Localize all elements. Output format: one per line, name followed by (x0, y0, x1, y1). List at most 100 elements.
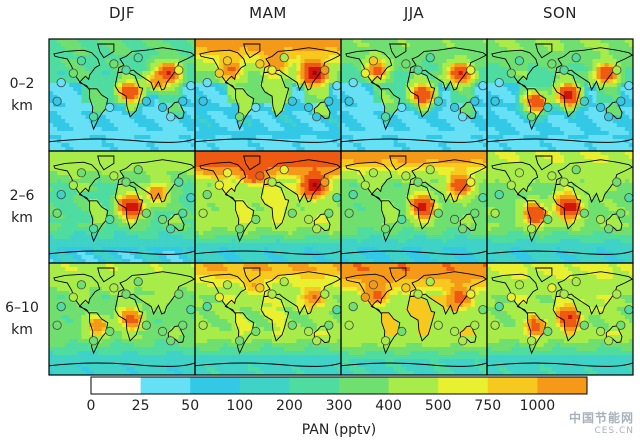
map-cell (446, 75, 451, 80)
map-cell (515, 139, 520, 144)
map-cell (77, 111, 82, 116)
map-cell (539, 107, 545, 112)
map-cell (284, 43, 289, 48)
map-cell (186, 187, 192, 192)
map-cell (259, 55, 265, 60)
map-cell (414, 107, 419, 112)
map-cell (81, 71, 86, 76)
map-cell (259, 95, 265, 100)
map-cell (81, 159, 86, 164)
map-cell (49, 211, 54, 216)
map-cell (97, 235, 103, 240)
map-cell (190, 251, 196, 256)
map-cell (539, 111, 545, 116)
map-cell (373, 63, 378, 68)
map-cell (85, 51, 90, 56)
map-cell (531, 43, 537, 48)
map-cell (239, 51, 245, 56)
map-cell (162, 83, 168, 88)
map-cell (65, 203, 70, 208)
map-cell (53, 87, 58, 92)
map-cell (166, 123, 172, 128)
map-cell (263, 103, 269, 108)
map-cell (97, 123, 103, 128)
map-cell (158, 191, 163, 196)
map-cell (345, 67, 350, 72)
map-cell (263, 43, 269, 48)
season-label-mam: MAM (249, 4, 287, 22)
map-cell (572, 127, 577, 132)
map-cell (434, 115, 439, 120)
map-cell (57, 219, 62, 224)
map-cell (531, 99, 537, 104)
map-cell (138, 151, 143, 156)
map-cell (409, 67, 415, 72)
map-cell (178, 243, 184, 248)
map-cell (499, 91, 504, 96)
map-cell (223, 51, 228, 56)
map-cell (178, 39, 184, 44)
map-cell (519, 111, 524, 116)
map-cell (142, 59, 147, 64)
map-cell (353, 55, 358, 60)
map-cell (138, 47, 143, 52)
map-cell (219, 55, 224, 60)
map-cell (239, 103, 245, 108)
map-cell (199, 43, 204, 48)
map-cell (81, 47, 86, 52)
map-cell (442, 39, 447, 44)
map-cell (503, 39, 508, 44)
map-cell (369, 63, 374, 68)
map-cell (231, 95, 236, 100)
map-cell (195, 51, 200, 56)
map-cell (551, 87, 557, 92)
map-cell (166, 247, 172, 252)
map-cell (620, 59, 626, 64)
map-cell (243, 127, 249, 132)
map-cell (478, 39, 484, 44)
map-cell (474, 107, 480, 112)
map-cell (349, 115, 354, 120)
map-cell (65, 235, 70, 240)
map-cell (158, 211, 163, 216)
map-cell (328, 111, 334, 116)
map-cell (162, 75, 168, 80)
map-cell (312, 83, 318, 88)
map-cell (336, 143, 342, 148)
altitude-label-line: 0–2 (9, 76, 35, 92)
map-cell (142, 199, 147, 204)
altitude-label-line: km (11, 322, 33, 338)
map-cell (555, 55, 561, 60)
map-cell (81, 107, 86, 112)
map-cell (316, 79, 322, 84)
map-cell (580, 71, 585, 76)
map-cell (616, 43, 622, 48)
map-cell (219, 63, 224, 68)
map-cell (442, 59, 447, 64)
map-cell (85, 207, 90, 212)
map-cell (243, 111, 249, 116)
map-cell (89, 187, 95, 192)
map-cell (596, 59, 601, 64)
map-cell (186, 99, 192, 104)
map-cell (170, 79, 176, 84)
map-cell (117, 47, 123, 52)
map-cell (105, 75, 111, 80)
map-cell (61, 155, 66, 160)
map-cell (393, 115, 399, 120)
map-cell (369, 111, 374, 116)
map-cell (113, 251, 119, 256)
map-cell (126, 203, 131, 208)
map-cell (251, 63, 257, 68)
map-cell (174, 139, 180, 144)
map-cell (373, 119, 378, 124)
map-cell (292, 147, 297, 152)
map-cell (146, 227, 151, 232)
map-cell (69, 139, 74, 144)
map-cell (134, 79, 139, 84)
map-cell (401, 75, 407, 80)
map-cell (81, 131, 86, 136)
map-cell (612, 83, 618, 88)
map-cell (142, 151, 147, 156)
map-cell (272, 139, 277, 144)
